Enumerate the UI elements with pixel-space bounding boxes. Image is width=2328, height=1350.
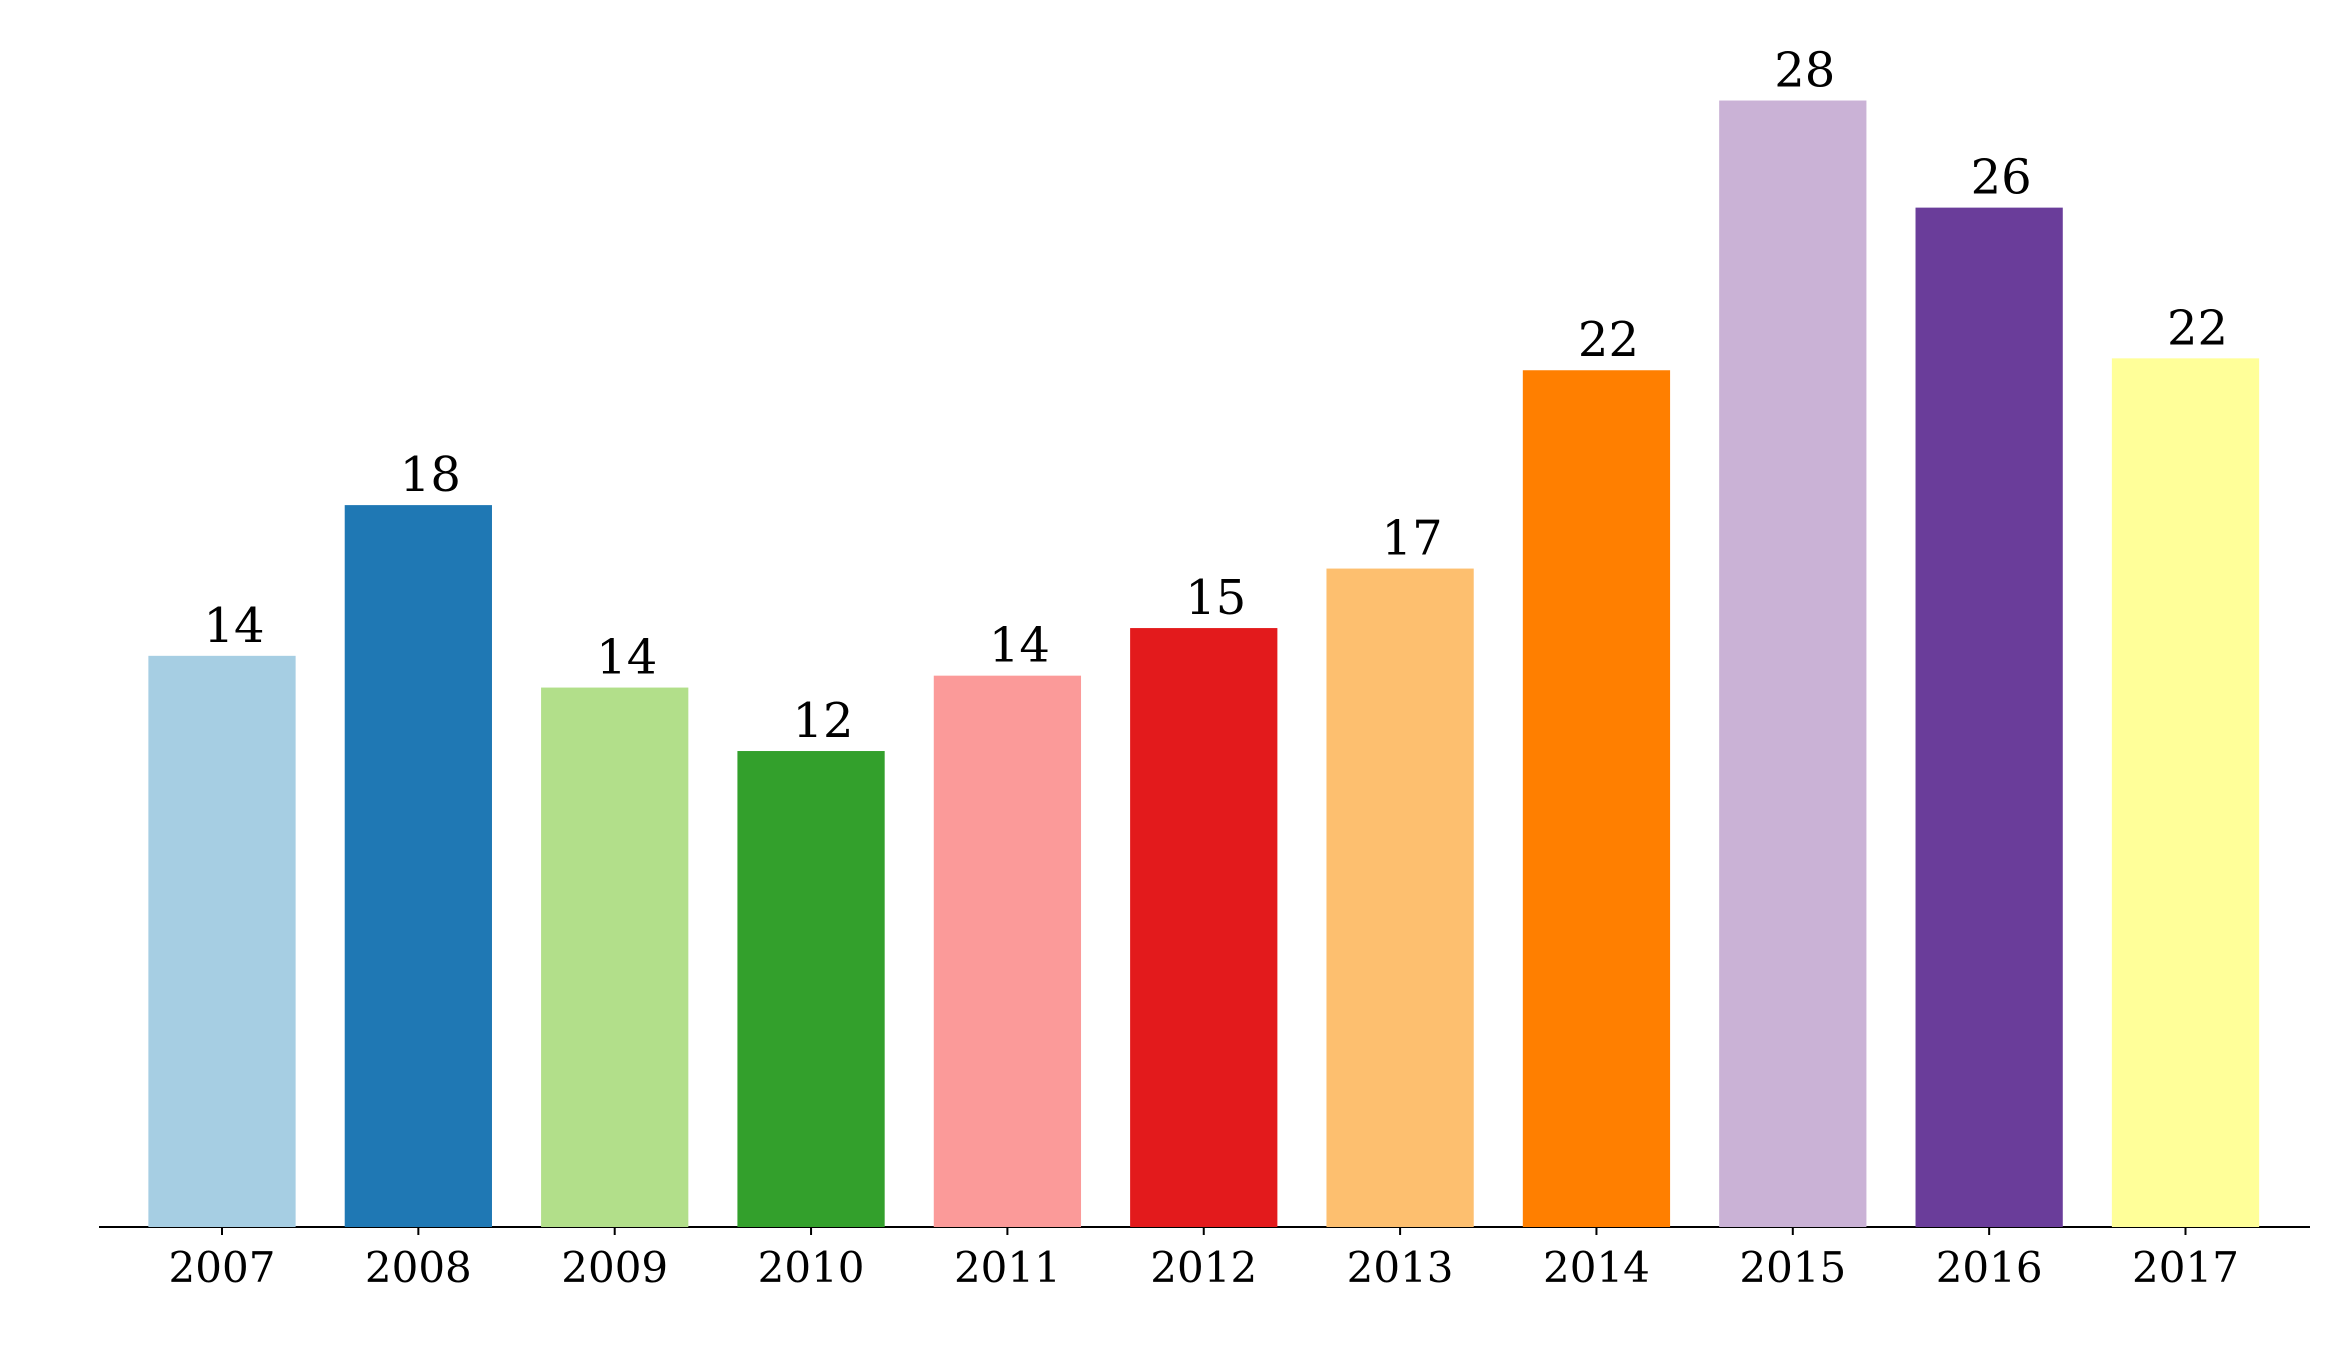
x-tick-label: 2007 — [169, 1243, 276, 1292]
x-tick-label: 2015 — [1739, 1243, 1846, 1292]
bar — [1130, 628, 1278, 1227]
x-tick-label: 2010 — [758, 1243, 865, 1292]
value-label: 14 — [989, 618, 1050, 674]
bar — [541, 687, 689, 1227]
value-label: 18 — [400, 447, 461, 503]
bar — [344, 505, 492, 1227]
bar — [737, 751, 885, 1227]
x-tick-label: 2009 — [561, 1243, 668, 1292]
value-label: 14 — [596, 630, 657, 686]
bar — [148, 655, 296, 1227]
value-label: 12 — [793, 693, 854, 749]
value-label: 26 — [1971, 150, 2032, 206]
bar — [1522, 370, 1671, 1228]
bar — [1719, 100, 1867, 1228]
value-label: 28 — [1774, 43, 1835, 99]
bar — [2111, 358, 2260, 1227]
value-label: 14 — [203, 598, 264, 654]
bar — [933, 675, 1082, 1227]
x-tick-label: 2014 — [1543, 1243, 1650, 1292]
x-tick-label: 2011 — [954, 1243, 1061, 1292]
x-tick-label: 2008 — [365, 1243, 472, 1292]
value-label: 15 — [1185, 570, 1246, 626]
x-tick-label: 2016 — [1936, 1243, 2043, 1292]
x-tick-label: 2012 — [1150, 1243, 1257, 1292]
value-label: 22 — [1578, 312, 1639, 368]
value-label: 17 — [1382, 511, 1443, 567]
bar — [1326, 568, 1474, 1227]
value-label: 22 — [2167, 300, 2228, 356]
bar — [1915, 207, 2063, 1228]
x-tick-label: 2013 — [1347, 1243, 1454, 1292]
x-tick-label: 2017 — [2132, 1243, 2239, 1292]
